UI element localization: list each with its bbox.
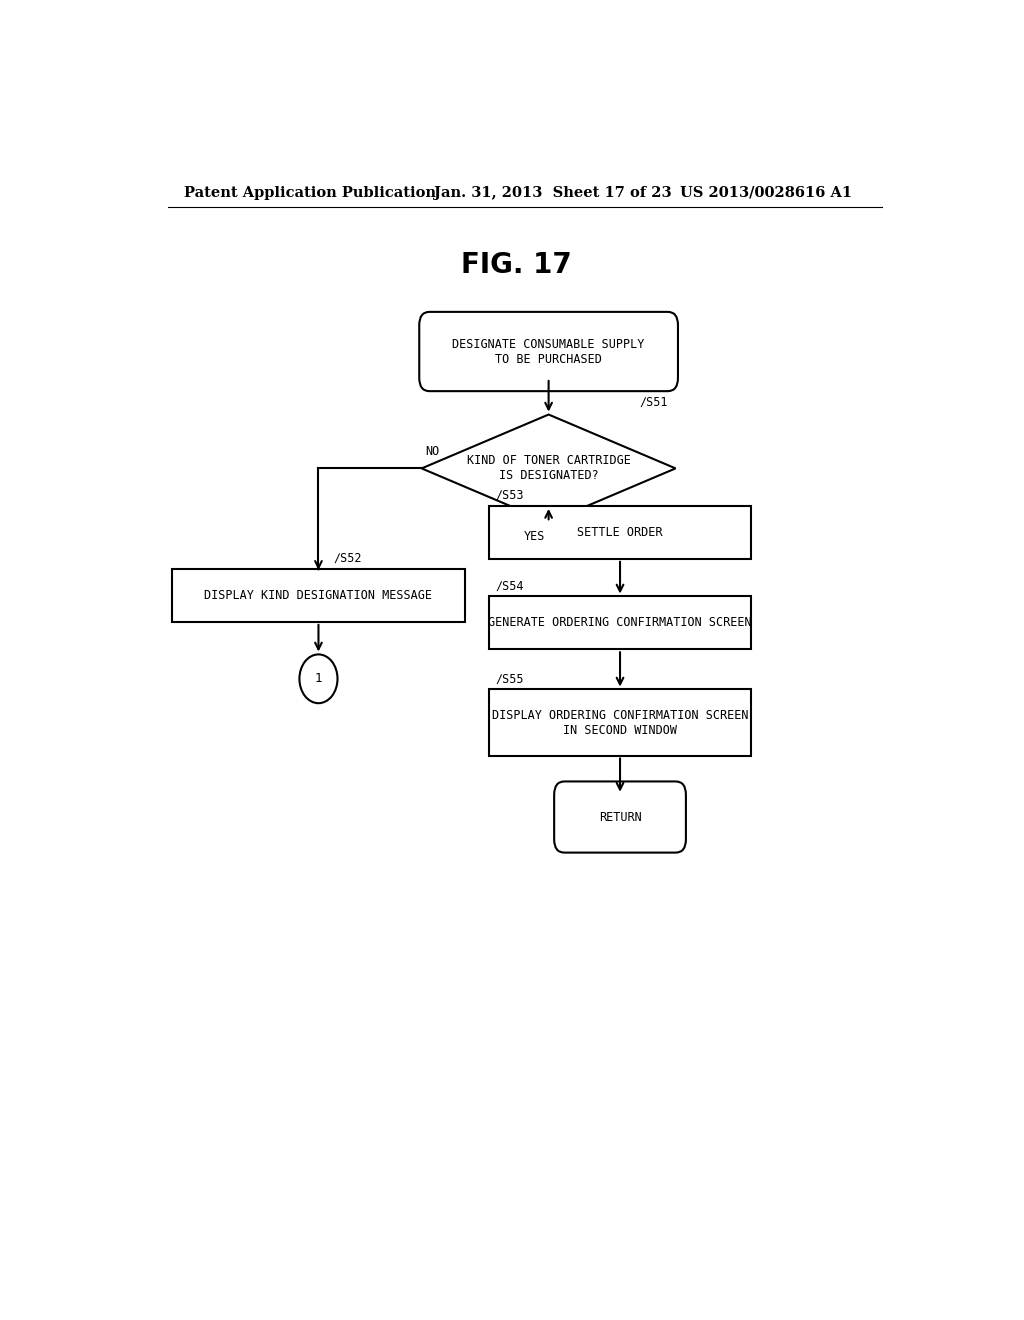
Text: ∕S54: ∕S54 <box>496 579 524 593</box>
Bar <box>489 689 751 755</box>
Text: ∕S52: ∕S52 <box>333 552 361 565</box>
Text: RETURN: RETURN <box>599 810 641 824</box>
Text: ∕S51: ∕S51 <box>640 396 669 408</box>
Text: 1: 1 <box>314 672 323 685</box>
Text: SETTLE ORDER: SETTLE ORDER <box>578 525 663 539</box>
Circle shape <box>299 655 338 704</box>
Text: ∕S53: ∕S53 <box>496 488 524 502</box>
Bar <box>172 569 465 622</box>
Bar <box>489 597 751 649</box>
Text: NO: NO <box>426 445 440 458</box>
Text: US 2013/0028616 A1: US 2013/0028616 A1 <box>680 186 852 199</box>
Bar <box>489 506 751 558</box>
Text: DISPLAY KIND DESIGNATION MESSAGE: DISPLAY KIND DESIGNATION MESSAGE <box>205 589 432 602</box>
Text: FIG. 17: FIG. 17 <box>461 251 572 279</box>
Text: GENERATE ORDERING CONFIRMATION SCREEN: GENERATE ORDERING CONFIRMATION SCREEN <box>488 616 752 630</box>
Text: DESIGNATE CONSUMABLE SUPPLY
TO BE PURCHASED: DESIGNATE CONSUMABLE SUPPLY TO BE PURCHA… <box>453 338 645 366</box>
Text: Jan. 31, 2013  Sheet 17 of 23: Jan. 31, 2013 Sheet 17 of 23 <box>433 186 671 199</box>
FancyBboxPatch shape <box>419 312 678 391</box>
Text: Patent Application Publication: Patent Application Publication <box>183 186 435 199</box>
Text: YES: YES <box>523 531 545 544</box>
Polygon shape <box>422 414 676 523</box>
Text: KIND OF TONER CARTRIDGE
IS DESIGNATED?: KIND OF TONER CARTRIDGE IS DESIGNATED? <box>467 454 631 482</box>
FancyBboxPatch shape <box>554 781 686 853</box>
Text: ∕S55: ∕S55 <box>496 672 524 685</box>
Text: DISPLAY ORDERING CONFIRMATION SCREEN
IN SECOND WINDOW: DISPLAY ORDERING CONFIRMATION SCREEN IN … <box>492 709 749 737</box>
